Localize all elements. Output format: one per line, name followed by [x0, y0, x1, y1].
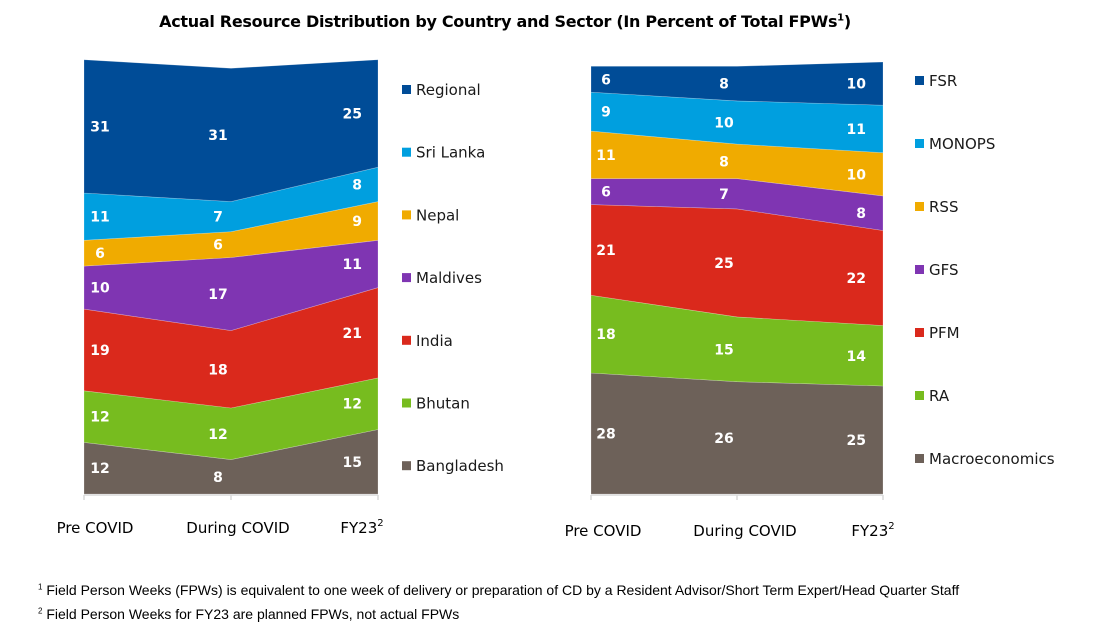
legend-label: Regional	[416, 81, 481, 99]
data-label: 10	[847, 77, 867, 93]
legend-swatch	[915, 391, 924, 400]
data-label: 11	[847, 122, 866, 138]
footnote-2-text: Field Person Weeks for FY23 are planned …	[42, 606, 460, 622]
data-label: 8	[352, 177, 362, 193]
data-label: 9	[352, 214, 362, 230]
data-label: 19	[90, 343, 109, 359]
data-label: 31	[208, 128, 227, 144]
data-label: 6	[601, 72, 611, 88]
legend-country: Regional Sri Lanka Nepal Maldives India Bhuta…	[402, 81, 504, 475]
data-label: 6	[601, 185, 611, 201]
x-tick-label: Pre COVID	[57, 519, 134, 537]
x-tick-label: FY232	[851, 521, 894, 540]
legend-label: PFM	[929, 324, 960, 342]
data-label: 11	[343, 257, 362, 273]
data-label: 25	[847, 433, 866, 449]
area-chart-sector: 28 26 25 18 15 14 21 25 22 6 7 8 11 8 10 9 10 11 6 8 10 Pre C…	[565, 61, 895, 540]
footnote-1-marker: 1	[38, 582, 43, 592]
legend-swatch	[402, 335, 411, 345]
data-label: 11	[596, 148, 615, 164]
legend-swatch	[402, 273, 411, 283]
legend-swatch	[402, 461, 411, 471]
legend-label: Macroeconomics	[929, 450, 1055, 468]
data-label: 8	[856, 206, 866, 222]
data-label: 14	[847, 349, 867, 365]
legend-sector: FSR MONOPS RSS GFS PFM RA Macroeconomics	[915, 72, 1055, 468]
legend-swatch	[915, 76, 924, 85]
footnote-2: 2 Field Person Weeks for FY23 are planne…	[38, 606, 459, 622]
data-label: 18	[208, 362, 227, 378]
legend-swatch	[915, 265, 924, 274]
data-label: 10	[714, 116, 734, 132]
data-label: 6	[213, 238, 223, 254]
chart-title-text: Actual Resource Distribution by Country …	[159, 12, 838, 31]
legend-swatch	[915, 454, 924, 463]
x-tick-label: During COVID	[693, 522, 796, 540]
legend-swatch	[402, 398, 411, 408]
data-label: 12	[90, 410, 109, 426]
data-label: 26	[714, 431, 733, 447]
footnote-1: 1 Field Person Weeks (FPWs) is equivalen…	[38, 582, 959, 598]
data-label: 21	[343, 326, 362, 342]
data-label: 18	[596, 327, 615, 343]
chart-title-superscript: 1	[837, 12, 844, 24]
area-fsr	[590, 61, 884, 106]
x-tick-label: FY232	[340, 518, 383, 537]
legend-label: Maldives	[416, 269, 482, 287]
data-label: 7	[213, 210, 223, 226]
data-label: 31	[90, 119, 109, 135]
data-label: 28	[596, 427, 615, 443]
data-label: 10	[847, 167, 867, 183]
legend-label: GFS	[929, 261, 959, 279]
chart-title-close: )	[843, 12, 851, 31]
chart-title: Actual Resource Distribution by Country …	[0, 12, 1010, 31]
data-label: 9	[601, 105, 611, 121]
data-label: 10	[90, 281, 110, 297]
data-label: 22	[847, 271, 866, 287]
legend-label: MONOPS	[929, 135, 995, 153]
data-label: 15	[714, 342, 733, 358]
data-label: 7	[719, 187, 729, 203]
data-label: 21	[596, 243, 615, 259]
data-label: 12	[208, 427, 227, 443]
legend-label: India	[416, 332, 453, 350]
legend-label: Bhutan	[416, 395, 470, 413]
legend-label: Bangladesh	[416, 457, 504, 475]
x-tick-label: During COVID	[186, 519, 289, 537]
legend-swatch	[915, 139, 924, 148]
data-label: 12	[343, 397, 362, 413]
data-label: 17	[208, 287, 227, 303]
legend-label: Sri Lanka	[416, 144, 485, 162]
data-label: 8	[719, 154, 729, 170]
x-tick-label: Pre COVID	[565, 522, 642, 540]
area-chart-country: 12 8 15 12 12 12 19 18 21 10 17 11 6 6 9 11 7 8 31 31 25 Pre …	[57, 59, 384, 537]
legend-label: Nepal	[416, 206, 459, 224]
legend-label: RA	[929, 387, 950, 405]
data-label: 11	[90, 210, 109, 226]
legend-swatch	[915, 328, 924, 337]
area-macroeconomics	[590, 372, 884, 495]
legend-label: RSS	[929, 198, 958, 216]
data-label: 25	[714, 256, 733, 272]
data-label: 12	[90, 461, 109, 477]
data-label: 8	[719, 77, 729, 93]
legend-swatch	[402, 85, 411, 94]
data-label: 15	[343, 455, 362, 471]
area-regional	[83, 59, 379, 202]
data-label: 25	[343, 106, 362, 122]
footnote-2-marker: 2	[38, 606, 43, 616]
legend-swatch	[402, 210, 411, 220]
legend-label: FSR	[929, 72, 957, 90]
legend-swatch	[915, 202, 924, 211]
footnote-1-text: Field Person Weeks (FPWs) is equivalent …	[42, 582, 960, 598]
data-label: 6	[95, 246, 105, 262]
data-label: 8	[213, 470, 223, 486]
legend-swatch	[402, 147, 411, 157]
